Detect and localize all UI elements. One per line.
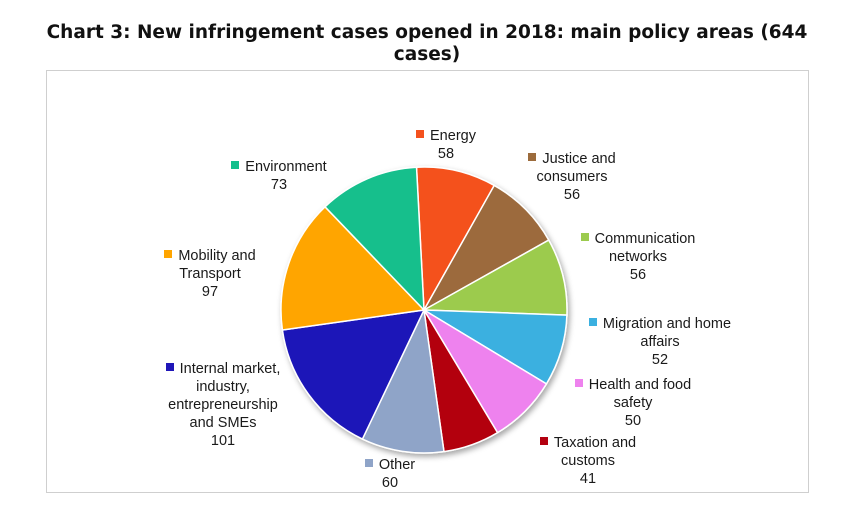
- pie-slice-energy: [415, 166, 496, 313]
- data-label: Mobility and Transport 97: [150, 247, 270, 301]
- data-label: Other 60: [340, 456, 440, 492]
- data-label: Health and food safety 50: [564, 376, 702, 430]
- data-label-name: and SMEs: [189, 415, 257, 431]
- data-label-name: Migration and home: [602, 316, 732, 332]
- data-label-name: Communication: [594, 231, 696, 247]
- data-label-name: Energy: [430, 128, 476, 144]
- legend-swatch: [528, 153, 537, 161]
- chart-title: Chart 3: New infringement cases opened i…: [46, 22, 808, 65]
- data-label: Taxation and customs 41: [528, 434, 648, 488]
- data-label-name: Environment: [245, 159, 327, 175]
- data-label-name: industry,: [196, 379, 250, 395]
- legend-swatch: [416, 130, 425, 138]
- legend-swatch: [165, 363, 174, 371]
- data-label: Communication networks 56: [568, 230, 708, 284]
- data-label-name: networks: [608, 249, 668, 265]
- data-label: Environment 73: [214, 158, 344, 194]
- pie-slice-environment: [323, 166, 425, 312]
- data-label-value: 56: [563, 187, 581, 203]
- data-label-name: Transport: [179, 266, 241, 282]
- data-label: Energy 58: [396, 127, 496, 163]
- data-label-name: Mobility and: [178, 248, 256, 264]
- data-label-name: Other: [378, 457, 416, 473]
- data-label-value: 97: [201, 284, 219, 300]
- data-label-name: Internal market,: [179, 361, 281, 377]
- data-label-value: 56: [629, 267, 647, 283]
- data-label: Internal market, industry, entrepreneurshi…: [148, 360, 298, 450]
- legend-swatch: [588, 318, 597, 326]
- data-label-value: 60: [381, 475, 399, 491]
- data-label: Migration and home affairs 52: [576, 315, 744, 369]
- data-label-name: Justice and: [542, 151, 616, 167]
- data-label-name: entrepreneurship: [168, 397, 278, 413]
- legend-swatch: [580, 233, 589, 241]
- data-label-name: Taxation and: [553, 435, 637, 451]
- legend-swatch: [574, 379, 583, 387]
- data-label-value: 101: [210, 433, 236, 449]
- legend-swatch: [231, 161, 240, 169]
- pie-slice-other: [361, 307, 445, 454]
- data-label-value: 41: [579, 471, 597, 487]
- data-label: Justice and consumers 56: [512, 150, 632, 204]
- data-label-value: 58: [437, 146, 455, 162]
- data-label-value: 52: [651, 352, 669, 368]
- pie-slice-internal-market-industry-entrepreneurship-and-smes: [281, 309, 426, 441]
- data-label-value: 73: [270, 177, 288, 193]
- data-label-name: affairs: [640, 334, 680, 350]
- data-label-name: consumers: [536, 169, 608, 185]
- data-label-value: 50: [624, 413, 642, 429]
- legend-swatch: [164, 250, 173, 258]
- data-label-name: safety: [613, 395, 653, 411]
- data-label-name: customs: [561, 453, 615, 469]
- data-label-name: Health and food: [588, 377, 692, 393]
- legend-swatch: [364, 459, 373, 467]
- pie-slice-mobility-and-transport: [280, 205, 426, 331]
- legend-swatch: [539, 437, 548, 445]
